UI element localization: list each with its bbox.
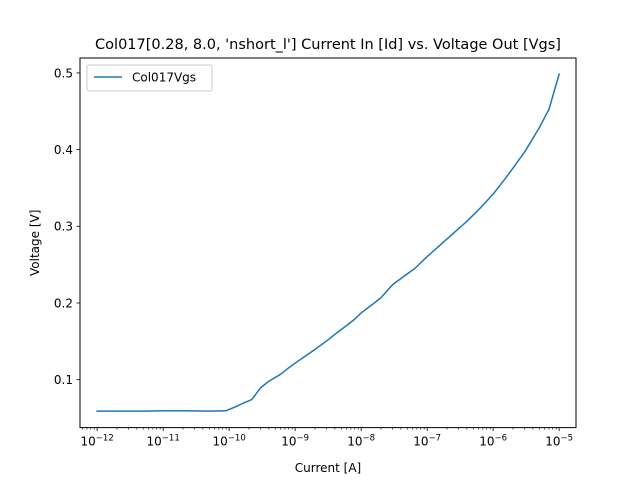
y-tick-label: 0.3 [54, 220, 73, 234]
y-tick-label: 0.5 [54, 66, 73, 80]
x-tick-label: 10−10 [213, 434, 246, 449]
x-tick-label: 10−6 [479, 434, 507, 449]
x-tick-label: 10−8 [347, 434, 375, 449]
x-axis-label: Current [A] [295, 461, 361, 475]
y-axis-label: Voltage [V] [28, 210, 42, 276]
x-tick-label: 10−12 [81, 434, 114, 449]
plot-area [96, 73, 561, 412]
chart-title: Col017[0.28, 8.0, 'nshort_l'] Current In… [95, 37, 561, 53]
series-line-0 [96, 73, 561, 412]
y-tick-label: 0.4 [54, 143, 73, 157]
x-tick-label: 10−7 [413, 434, 441, 449]
x-tick-label: 10−9 [281, 434, 309, 449]
x-axis: 10−12 10−11 10−10 10−9 10−8 10−7 10−6 10−5 [81, 427, 573, 449]
y-tick-label: 0.2 [54, 296, 73, 310]
x-tick-label: 10−5 [545, 434, 573, 449]
legend: Col017Vgs [86, 64, 213, 92]
legend-label: Col017Vgs [132, 71, 196, 85]
axes-frame [79, 57, 577, 429]
x-tick-label: 10−11 [147, 434, 180, 449]
legend-box [86, 64, 213, 92]
y-axis: 0.1 0.2 0.3 0.4 0.5 [54, 66, 80, 387]
y-tick-label: 0.1 [54, 373, 73, 387]
